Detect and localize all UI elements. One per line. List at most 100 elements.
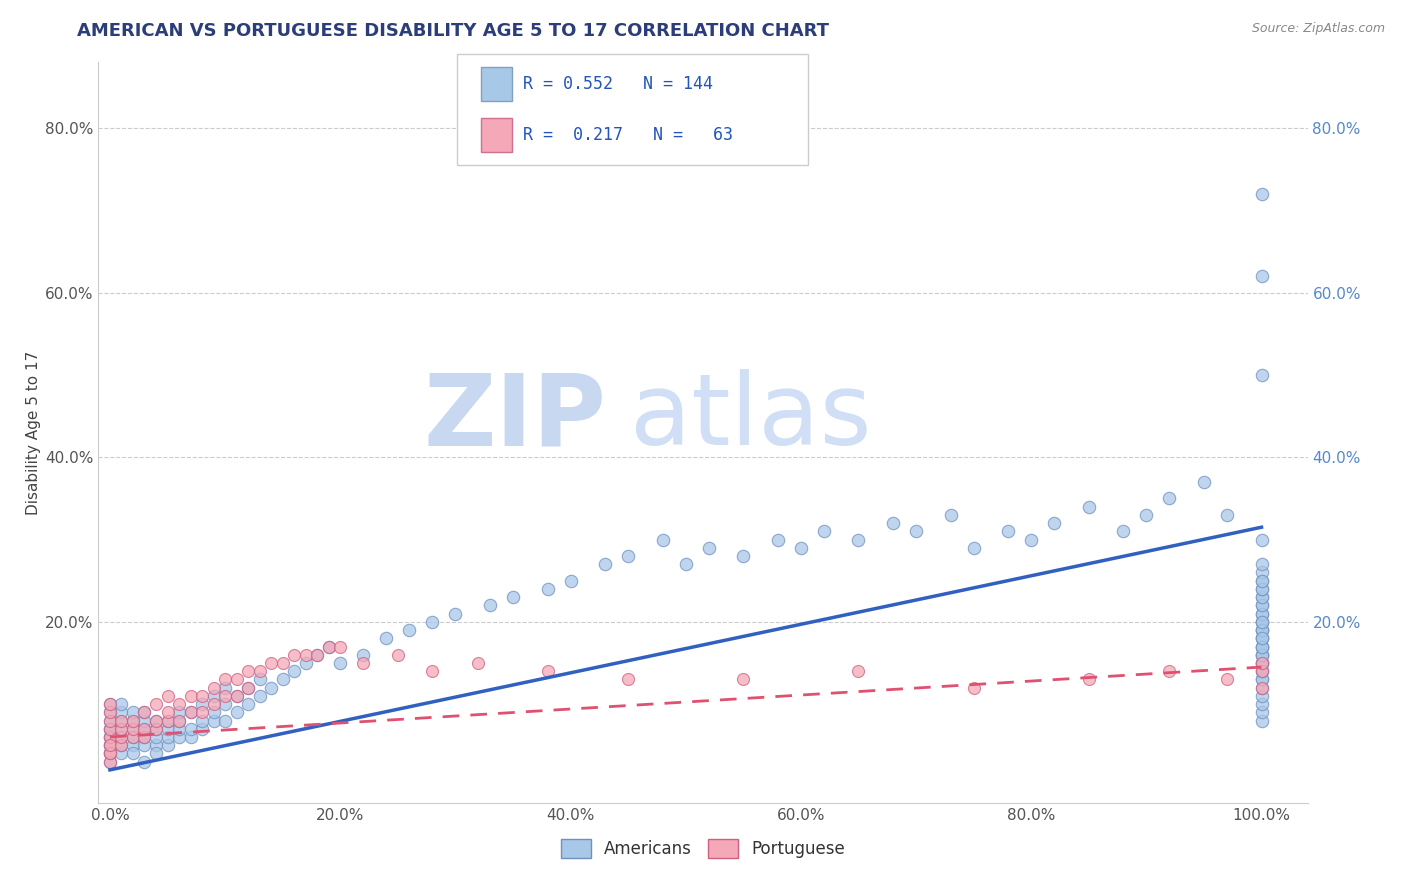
Point [249,664,271,678]
Point [122,747,145,761]
Point [145,722,167,736]
Point [733,673,755,687]
Point [122,730,145,744]
Point [1250,623,1272,637]
Point [1159,664,1181,678]
Point [180,706,202,720]
Point [444,607,467,621]
Point [202,697,225,711]
Point [1250,533,1272,547]
Point [98,706,121,720]
Point [1250,664,1272,678]
Point [98,738,121,752]
Point [214,697,236,711]
Point [122,722,145,736]
Point [593,558,616,572]
Point [848,533,870,547]
Point [236,664,259,678]
Point [156,689,179,703]
Point [502,590,524,604]
Point [98,714,121,728]
Point [134,722,156,736]
Point [1135,508,1157,522]
Point [202,689,225,703]
Point [110,706,132,720]
Point [98,730,121,744]
Point [236,681,259,695]
Legend: Americans, Portuguese: Americans, Portuguese [554,833,852,865]
Point [110,738,132,752]
Point [1250,714,1272,728]
Point [733,549,755,563]
Point [122,714,145,728]
Point [1250,689,1272,703]
Point [122,706,145,720]
Point [560,574,582,588]
Point [110,722,132,736]
Point [398,623,420,637]
Text: R = 0.552   N = 144: R = 0.552 N = 144 [523,75,713,93]
Point [260,681,283,695]
Point [1250,664,1272,678]
Point [156,738,179,752]
Point [98,730,121,744]
Point [225,673,247,687]
Point [236,681,259,695]
Point [1192,475,1215,489]
Point [145,747,167,761]
Point [122,738,145,752]
Point [1250,590,1272,604]
Point [98,697,121,711]
Point [352,648,374,662]
Point [1250,706,1272,720]
Point [1250,582,1272,596]
Point [145,714,167,728]
Point [191,706,214,720]
Point [167,706,190,720]
Point [1077,673,1099,687]
Point [156,706,179,720]
Y-axis label: Disability Age 5 to 17: Disability Age 5 to 17 [27,351,41,515]
Point [1250,615,1272,629]
Point [98,722,121,736]
Point [1250,640,1272,654]
Point [617,673,640,687]
Point [110,730,132,744]
Point [180,689,202,703]
Point [962,681,984,695]
Point [283,648,305,662]
Point [122,730,145,744]
Point [1250,648,1272,662]
Point [307,648,329,662]
Point [1250,681,1272,695]
Point [214,714,236,728]
Point [122,722,145,736]
Point [536,664,558,678]
Point [98,755,121,769]
Point [110,714,132,728]
Point [214,673,236,687]
Point [329,656,352,670]
Point [422,615,444,629]
Point [156,722,179,736]
Point [249,689,271,703]
Point [1250,623,1272,637]
Point [98,722,121,736]
Point [294,648,316,662]
Point [1250,582,1272,596]
Point [214,689,236,703]
Point [962,541,984,555]
Point [675,558,697,572]
Point [122,714,145,728]
Point [98,747,121,761]
Text: Source: ZipAtlas.com: Source: ZipAtlas.com [1251,22,1385,36]
Point [202,706,225,720]
Point [191,714,214,728]
Point [167,714,190,728]
Point [1250,640,1272,654]
Point [134,730,156,744]
Point [352,656,374,670]
Text: R =  0.217   N =   63: R = 0.217 N = 63 [523,126,733,144]
Point [422,664,444,678]
Point [1250,648,1272,662]
